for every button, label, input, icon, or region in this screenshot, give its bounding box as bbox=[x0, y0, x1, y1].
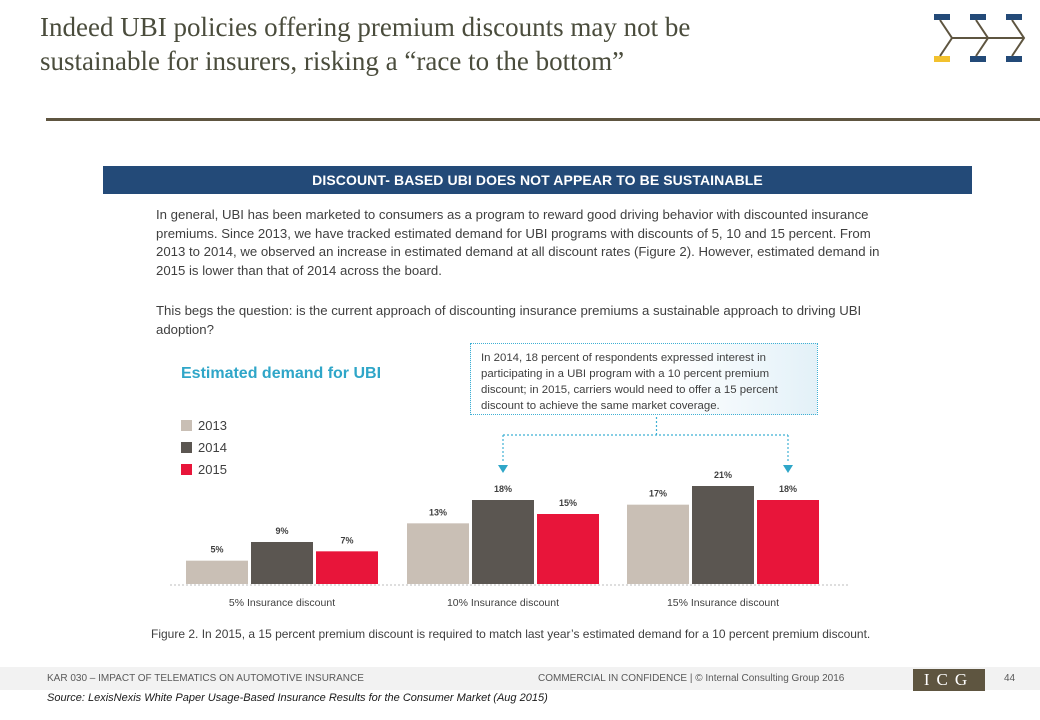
category-label-3: 15% Insurance discount bbox=[667, 597, 779, 609]
legend-label-2013: 2013 bbox=[198, 417, 227, 433]
bar-2013-1 bbox=[186, 560, 248, 584]
legend-swatch-2014 bbox=[181, 441, 192, 453]
legend-swatch-2013 bbox=[181, 419, 192, 431]
legend-label-2014: 2014 bbox=[198, 439, 227, 455]
footer-deck-title: KAR 030 – IMPACT OF TELEMATICS ON AUTOMO… bbox=[47, 673, 364, 684]
slide-title-line-2: sustainable for insurers, risking a “rac… bbox=[40, 46, 625, 76]
chart-callout: In 2014, 18 percent of respondents expre… bbox=[470, 343, 818, 415]
icg-logo-mark-icon bbox=[934, 14, 1026, 62]
section-banner: DISCOUNT- BASED UBI DOES NOT APPEAR TO B… bbox=[103, 166, 972, 194]
chart-title: Estimated demand for UBI bbox=[181, 365, 382, 382]
figure-caption: Figure 2. In 2015, a 15 percent premium … bbox=[151, 627, 871, 641]
bar-2013-2 bbox=[407, 523, 469, 584]
legend-item-2015: 2015 bbox=[181, 458, 227, 480]
source-note: Source: LexisNexis White Paper Usage-Bas… bbox=[47, 692, 548, 704]
data-label-2013-2: 13% bbox=[429, 507, 447, 517]
bar-2015-1 bbox=[316, 551, 378, 584]
data-label-2014-1: 9% bbox=[275, 526, 288, 536]
bar-2013-3 bbox=[627, 504, 689, 584]
page-number: 44 bbox=[1004, 673, 1016, 684]
icg-footer-logo: ICG bbox=[913, 669, 985, 691]
legend-item-2013: 2013 bbox=[181, 414, 227, 436]
callout-line-4: discount to achieve the same market cove… bbox=[481, 400, 720, 412]
callout-arrow-icon bbox=[498, 465, 508, 473]
footer-confidentiality: COMMERCIAL IN CONFIDENCE | © Internal Co… bbox=[538, 673, 845, 684]
bar-2014-2 bbox=[472, 500, 534, 584]
bar-2014-3 bbox=[692, 486, 754, 584]
data-label-2015-1: 7% bbox=[340, 535, 353, 545]
legend-item-2014: 2014 bbox=[181, 436, 227, 458]
data-label-2015-3: 18% bbox=[779, 484, 797, 494]
data-label-2013-3: 17% bbox=[649, 489, 667, 499]
category-label-2: 10% Insurance discount bbox=[447, 597, 559, 609]
body-paragraph-1: In general, UBI has been marketed to con… bbox=[156, 207, 880, 278]
callout-line-2: participating in a UBI program with a 10… bbox=[481, 368, 770, 380]
body-paragraph-2: This begs the question: is the current a… bbox=[156, 303, 862, 337]
category-label-1: 5% Insurance discount bbox=[229, 597, 335, 609]
chart-legend: 2013 2014 2015 bbox=[181, 414, 227, 480]
bar-chart: 5% 9% 7% 5% Insurance discount 13% 18% 15% 10% … bbox=[170, 417, 850, 609]
data-label-2014-3: 21% bbox=[714, 470, 732, 480]
callout-line-3: discount; in 2015, carriers would need t… bbox=[481, 384, 778, 396]
data-label-2013-1: 5% bbox=[210, 545, 223, 555]
data-label-2015-2: 15% bbox=[559, 498, 577, 508]
bar-2015-3 bbox=[757, 500, 819, 584]
callout-arrow-icon bbox=[783, 465, 793, 473]
legend-swatch-2015 bbox=[181, 463, 192, 475]
bar-2014-1 bbox=[251, 542, 313, 584]
legend-label-2015: 2015 bbox=[198, 461, 227, 477]
slide-title: Indeed UBI policies offering premium dis… bbox=[40, 10, 860, 78]
footer-band bbox=[0, 667, 1040, 690]
data-label-2014-2: 18% bbox=[494, 484, 512, 494]
bar-2015-2 bbox=[537, 514, 599, 584]
title-divider bbox=[46, 118, 1040, 121]
slide-title-line-1: Indeed UBI policies offering premium dis… bbox=[40, 12, 691, 42]
callout-line-1: In 2014, 18 percent of respondents expre… bbox=[481, 352, 766, 364]
